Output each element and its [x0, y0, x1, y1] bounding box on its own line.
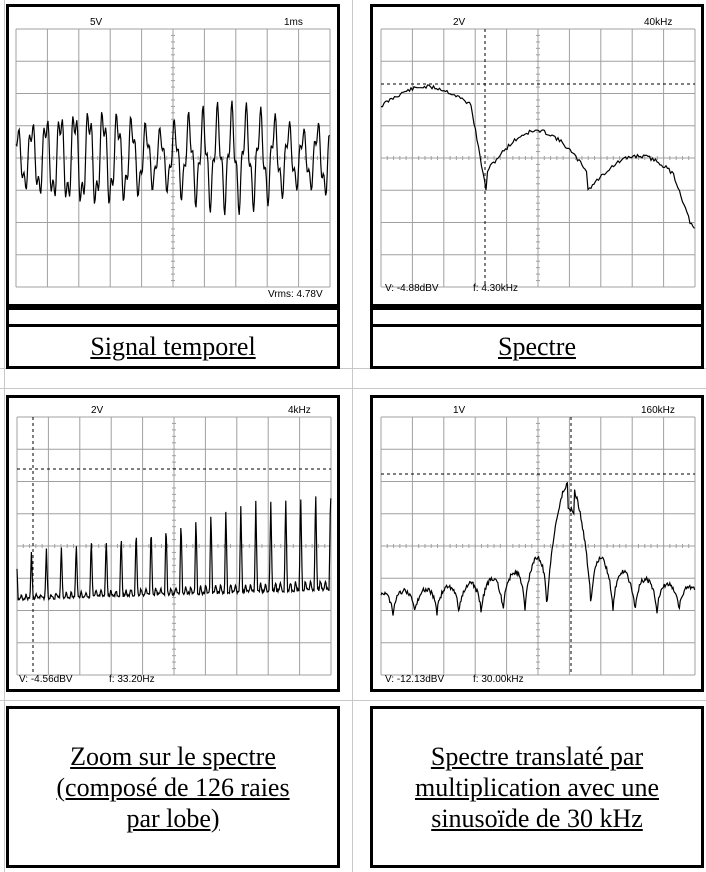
zoom-volts-per-div: 2V [91, 405, 104, 416]
translated-cursor-frequency: f: 30.00kHz [473, 674, 524, 685]
zoom-scope-screen: 2V 4kHz V: -4.56dBV f: 33.20Hz [15, 404, 333, 689]
zoom-caption: Zoom sur le spectre (composé de 126 raie… [56, 741, 290, 833]
translated-volts-per-div: 1V [453, 405, 466, 416]
zoom-scope-plot [16, 416, 332, 676]
zoom-cursor-frequency: f: 33.20Hz [109, 674, 155, 685]
spectrum-caption: Spectre [498, 332, 576, 361]
zoom-trace [16, 496, 332, 602]
spectrum-cursor-voltage: V: -4.88dBV [385, 283, 439, 294]
spectrum-scope-plot [380, 28, 696, 288]
temporal-vrms-readout: Vrms: 4.78V [268, 289, 323, 300]
translated-cursor-voltage: V: -12.13dBV [385, 674, 445, 685]
temporal-caption: Signal temporel [90, 332, 256, 361]
translated-caption-cell: Spectre translaté par multiplication ave… [370, 706, 704, 868]
translated-scope-frame: 1V 160kHz V: -12.13dBV f: 30.00kHz [370, 395, 704, 692]
spectrum-scope-screen: 2V 40kHz V: -4.88dBV f: 4.30kHz [379, 16, 697, 301]
translated-caption: Spectre translaté par multiplication ave… [414, 741, 660, 833]
temporal-volts-per-div: 5V [90, 17, 103, 28]
translated-trace [380, 481, 696, 616]
zoom-caption-cell: Zoom sur le spectre (composé de 126 raie… [6, 706, 340, 868]
zoom-cursor-voltage: V: -4.56dBV [19, 674, 73, 685]
temporal-time-per-div: 1ms [284, 17, 303, 28]
translated-scope-screen: 1V 160kHz V: -12.13dBV f: 30.00kHz [379, 404, 697, 689]
translated-freq-per-div: 160kHz [641, 405, 675, 416]
translated-scope-plot [380, 416, 696, 676]
zoom-freq-per-div: 4kHz [288, 405, 311, 416]
temporal-scope-frame: 5V 1ms Vrms: 4.78V [6, 4, 340, 307]
temporal-scope-screen: 5V 1ms Vrms: 4.78V [14, 16, 332, 301]
temporal-trace [15, 100, 331, 216]
spectrum-volts-per-div: 2V [453, 17, 466, 28]
temporal-caption-cell: Signal temporel [6, 324, 340, 369]
spectrum-freq-per-div: 40kHz [644, 17, 673, 28]
spectrum-trace [381, 84, 695, 229]
spectrum-caption-cell: Spectre [370, 324, 704, 369]
temporal-scope-plot [15, 28, 331, 288]
spectrum-scope-frame: 2V 40kHz V: -4.88dBV f: 4.30kHz [370, 4, 704, 307]
zoom-scope-frame: 2V 4kHz V: -4.56dBV f: 33.20Hz [6, 395, 340, 692]
spectrum-cursor-frequency: f: 4.30kHz [473, 283, 519, 294]
